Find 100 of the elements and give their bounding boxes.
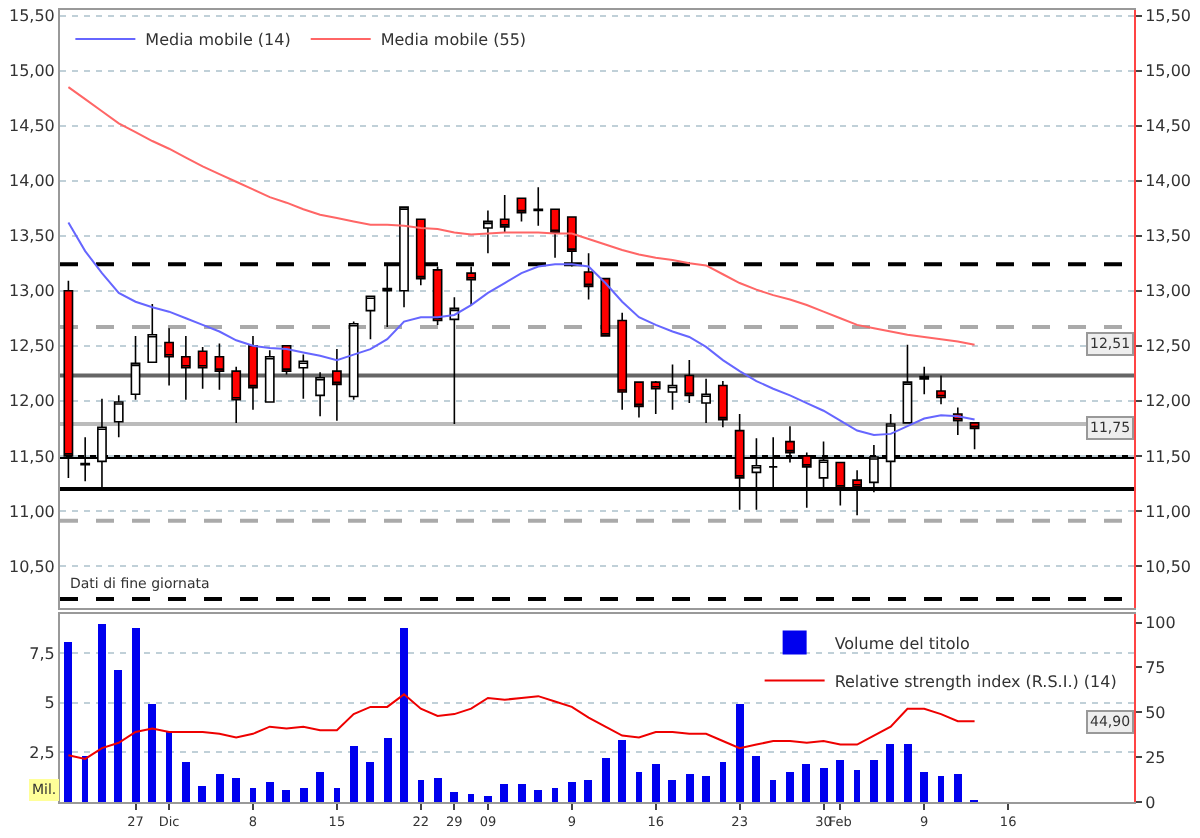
bar [198, 785, 206, 802]
bar [702, 775, 710, 802]
legend-label: Volume del titolo [834, 634, 970, 653]
candlestick [902, 343, 913, 424]
y2-tick-label: 11,00 [1145, 502, 1192, 521]
legend-label: Media mobile (55) [380, 31, 527, 50]
bar [668, 779, 676, 802]
candlestick [516, 197, 527, 223]
bar [836, 759, 844, 802]
bar [920, 771, 928, 802]
y2-tick-label: 11,50 [1145, 447, 1192, 466]
bar [282, 789, 290, 802]
bar [366, 761, 374, 802]
bar [418, 779, 424, 802]
y-tick-label: 13,00 [8, 282, 55, 301]
candlestick [130, 335, 141, 401]
bar [114, 669, 122, 802]
bar [98, 623, 106, 802]
y2-tick-label: 25 [1145, 748, 1166, 767]
bar [820, 767, 828, 802]
bar [518, 783, 526, 802]
bar [854, 769, 860, 802]
bar [148, 703, 156, 802]
candlestick [315, 371, 326, 418]
candlestick [499, 194, 510, 234]
bar [450, 791, 458, 802]
candlestick [214, 342, 225, 391]
bar [266, 781, 274, 802]
bar [786, 771, 794, 802]
bar [870, 759, 878, 802]
candlestick [365, 295, 376, 340]
candlestick [180, 335, 191, 401]
y-tick-label: 10,50 [8, 557, 55, 576]
candlestick [533, 186, 544, 227]
bar [350, 745, 358, 802]
candlestick [147, 303, 158, 364]
bar [300, 787, 308, 802]
bar [534, 789, 542, 802]
y-tick-label: 15,00 [8, 62, 55, 81]
y-tick-label: 14,00 [8, 172, 55, 191]
bar [82, 755, 88, 802]
bar [636, 771, 642, 802]
y2-tick-label: 10,50 [1145, 557, 1192, 576]
candlestick [197, 346, 208, 390]
y-tick-label: 5 [44, 694, 55, 713]
candlestick [600, 277, 611, 337]
bar [720, 761, 726, 802]
y-tick-label: 12,50 [8, 337, 55, 356]
bar [770, 779, 776, 802]
y2-tick-label: 0 [1145, 793, 1156, 812]
bar [584, 779, 592, 802]
candlestick [113, 394, 124, 438]
candlestick [298, 353, 309, 400]
candlestick [550, 208, 560, 259]
bar [334, 787, 340, 802]
y2-tick-label: 15,50 [1145, 7, 1192, 26]
bar [316, 771, 324, 802]
bar [652, 763, 660, 802]
y2-tick-label: 14,00 [1145, 172, 1192, 191]
bar [484, 795, 492, 802]
candlestick [264, 349, 275, 403]
candlestick [701, 378, 711, 424]
candlestick [583, 252, 594, 301]
candlestick [231, 365, 242, 424]
candlestick [936, 374, 946, 405]
bar [552, 787, 558, 802]
bar [64, 641, 72, 802]
y2-tick-label: 50 [1145, 703, 1166, 722]
candlestick [617, 311, 628, 411]
y-tick-label: 7,5 [29, 644, 55, 663]
bar [752, 755, 760, 802]
y2-tick-label: 14,50 [1145, 117, 1192, 136]
bar [468, 793, 474, 802]
candlestick [348, 320, 359, 401]
candlestick [634, 381, 644, 419]
candlestick [919, 365, 930, 396]
bar [568, 781, 576, 802]
bar [216, 773, 224, 802]
y-tick-label: 14,50 [8, 117, 55, 136]
bar [250, 787, 256, 802]
line-series [67, 693, 976, 760]
bar [886, 743, 894, 802]
bar [686, 773, 694, 802]
candlestick [650, 380, 661, 415]
bar [954, 773, 962, 802]
y-tick-label: 11,50 [8, 447, 55, 466]
candlestick [331, 348, 342, 422]
candlestick [717, 380, 728, 429]
bar [232, 777, 240, 802]
bar [384, 737, 392, 802]
y2-tick-label: 12,00 [1145, 392, 1192, 411]
bar [736, 703, 744, 802]
line-series [67, 221, 976, 436]
candlestick [667, 363, 678, 411]
y-tick-label: 13,50 [8, 227, 55, 246]
y2-tick-label: 100 [1145, 614, 1176, 633]
y2-tick-label: 75 [1145, 659, 1166, 678]
y-tick-label: 12,00 [8, 392, 55, 411]
y-tick-label: 11,00 [8, 502, 55, 521]
y2-tick-label: 13,50 [1145, 227, 1192, 246]
